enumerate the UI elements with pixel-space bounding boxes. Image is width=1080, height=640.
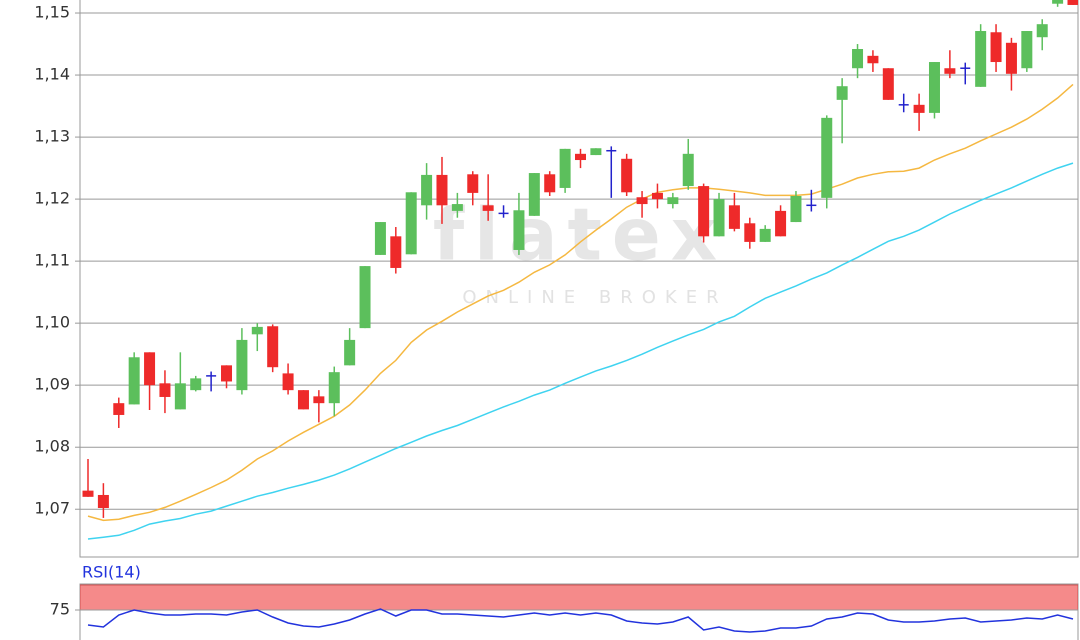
candle-body [1067, 0, 1078, 5]
y-tick-label: 75 [50, 600, 70, 619]
candle-body [221, 365, 233, 382]
candle-body [559, 148, 571, 188]
y-tick-label: 1,14 [34, 65, 70, 84]
candle-body [1036, 24, 1048, 38]
candle-body [144, 352, 156, 386]
moving-average-line [87, 162, 1074, 540]
candle-body [728, 205, 740, 229]
candle-body [482, 205, 494, 211]
candle-body [913, 104, 925, 113]
candle-body [590, 148, 602, 156]
overbought-band [80, 584, 1078, 611]
candle-body [344, 339, 356, 366]
y-tick-label: 1,08 [34, 437, 70, 456]
candle-body [390, 236, 402, 268]
watermark: flatex [433, 193, 727, 277]
rsi-title: RSI(14) [82, 563, 141, 582]
candle-body [775, 210, 787, 237]
y-tick-label: 1,10 [34, 313, 70, 332]
candle-body [451, 204, 463, 211]
candle-body [698, 186, 710, 237]
main-plot-frame [79, 0, 1079, 558]
candle-body [436, 174, 448, 206]
candle-body [944, 68, 956, 74]
candle-body [882, 68, 894, 100]
candle-body [790, 196, 802, 223]
candle-body [359, 266, 371, 329]
plot-area [80, 0, 1078, 540]
candle-body [421, 174, 433, 206]
candle-body [113, 403, 125, 415]
y-tick-label: 1,12 [34, 189, 70, 208]
watermark-subtitle: ONLINE BROKER [462, 287, 727, 308]
candle-body [1052, 0, 1064, 4]
candle-body [821, 117, 833, 198]
candle-body [528, 173, 540, 216]
candle-body [867, 55, 879, 64]
candle-body [174, 383, 186, 410]
candle-body [990, 32, 1002, 63]
candle-body [328, 372, 340, 404]
candle-body [759, 228, 771, 242]
candle-body [467, 174, 479, 193]
candle-body [852, 49, 864, 69]
y-tick-label: 1,15 [34, 3, 70, 22]
candle-body [159, 383, 171, 397]
candle-body [236, 339, 248, 391]
candle-body [190, 378, 202, 391]
candle-body [374, 222, 386, 255]
plot-area [80, 584, 1078, 633]
candle-body [975, 31, 987, 87]
candle-body [251, 326, 263, 335]
candle-body [744, 223, 756, 242]
y-tick-label: 1,13 [34, 127, 70, 146]
candle-body [667, 197, 679, 205]
candle-body [313, 396, 325, 404]
candle-body [544, 174, 556, 193]
candle-body [282, 373, 294, 391]
candle-body [682, 153, 694, 187]
y-tick-label: 1,07 [34, 499, 70, 518]
candle-body [836, 86, 848, 100]
candle-body [97, 494, 109, 508]
candle-body [636, 197, 648, 205]
candle-body [651, 192, 663, 200]
y-tick-label: 1,11 [34, 251, 70, 270]
candle-body [82, 490, 94, 497]
moving-average-line [87, 83, 1074, 522]
candle-body [405, 192, 417, 255]
rsi-line [87, 608, 1074, 633]
candle-body [621, 158, 633, 193]
candle-body [1021, 31, 1033, 69]
y-tick-label: 1,09 [34, 375, 70, 394]
candle-body [713, 199, 725, 237]
candle-body [128, 357, 140, 405]
candle-body [297, 390, 309, 410]
candle-body [1005, 42, 1017, 74]
candle-body [267, 326, 279, 368]
candle-body [928, 62, 940, 113]
candle-body [575, 153, 586, 161]
candle-body [513, 210, 525, 250]
